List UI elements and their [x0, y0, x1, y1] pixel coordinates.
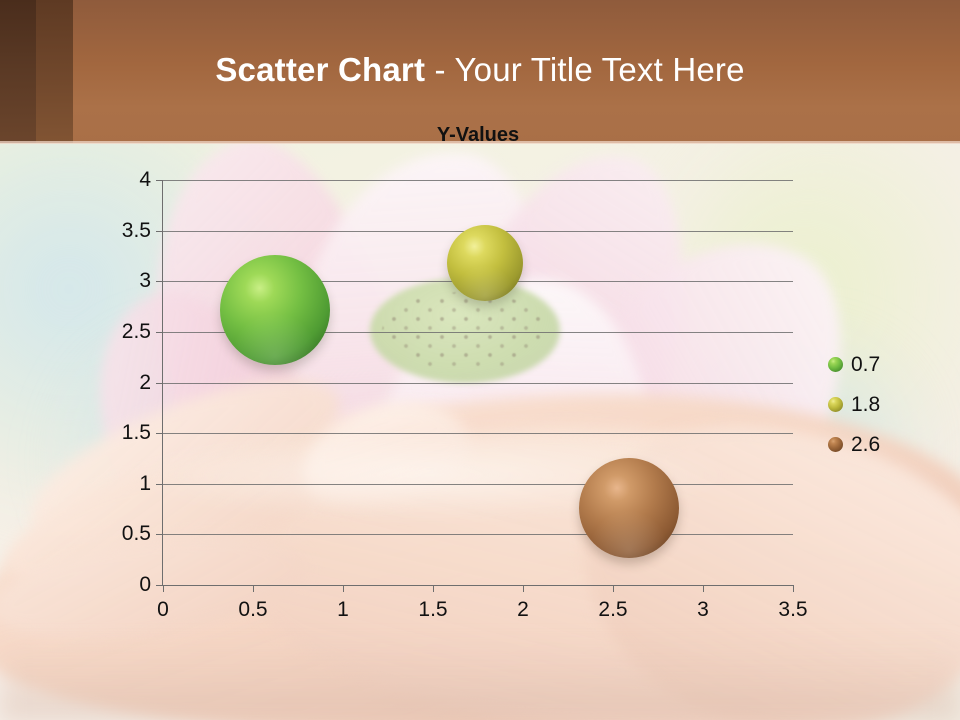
- y-axis-tick: [156, 281, 163, 283]
- x-axis-tick: [343, 585, 344, 592]
- gridline: [163, 180, 793, 181]
- slide-title-strong: Scatter Chart: [215, 51, 426, 88]
- x-axis-tick-label: 1.5: [418, 598, 448, 621]
- y-axis-tick-label: 0.5: [121, 522, 151, 546]
- y-axis-tick: [156, 534, 163, 536]
- lotus-seed-pod-dots: [382, 292, 548, 370]
- x-axis-tick: [523, 585, 524, 592]
- y-axis-tick: [156, 585, 163, 586]
- y-axis-tick-label: 3: [139, 269, 151, 293]
- slide-title-light: - Your Title Text Here: [425, 51, 745, 88]
- legend-item-label: 0.7: [851, 352, 881, 376]
- gridline: [163, 483, 793, 485]
- x-axis-tick: [703, 585, 704, 592]
- x-axis-tick: [163, 585, 164, 592]
- slide-title: Scatter Chart - Your Title Text Here: [0, 50, 960, 90]
- y-axis-tick: [156, 433, 163, 435]
- x-axis-tick-label: 0.5: [238, 598, 268, 621]
- header-underline: [0, 141, 960, 144]
- y-axis-tick-label: 2: [139, 370, 151, 394]
- y-axis-tick-label: 0: [139, 573, 151, 596]
- y-axis-tick: [156, 483, 163, 485]
- gridline: [163, 382, 793, 384]
- y-axis-tick-label: 1: [139, 471, 151, 495]
- gridline: [163, 534, 793, 536]
- header-accent-stripe-dark: [0, 0, 36, 143]
- y-axis-tick-label: 3.5: [121, 218, 151, 242]
- chart-plot-area: 0 0.5 1 1.5 2 2.5 3 3.5 4 0 0.5 1 1.5 2 2.5 3 3.5: [122, 168, 808, 621]
- legend-item-label: 2.6: [851, 432, 881, 456]
- y-axis-tick: [156, 331, 163, 333]
- x-axis-tick: [433, 585, 434, 592]
- y-axis-tick: [156, 230, 163, 232]
- x-axis-tick: [253, 585, 254, 592]
- data-point-bubble[interactable]: [219, 254, 330, 365]
- x-axis-tick-label: 3.5: [778, 598, 808, 621]
- slide-header-band: [0, 0, 960, 143]
- data-point-bubble[interactable]: [447, 225, 524, 302]
- legend-item[interactable]: 2.6: [828, 424, 948, 464]
- header-accent-stripe-mid: [36, 0, 73, 143]
- green-sphere-icon: [828, 356, 843, 372]
- gridline: [163, 433, 793, 435]
- x-axis-tick-label: 2.5: [598, 598, 628, 621]
- legend-item-label: 1.8: [851, 392, 881, 416]
- gridline: [163, 585, 793, 586]
- y-axis-tick-label: 1.5: [121, 421, 151, 445]
- x-axis-tick-label: 2: [517, 598, 529, 621]
- legend-item[interactable]: 1.8: [828, 384, 948, 424]
- x-axis-tick: [613, 585, 614, 592]
- y-axis-tick-label: 2.5: [121, 319, 151, 343]
- y-axis-tick-label: 4: [139, 168, 151, 191]
- y-axis-tick: [156, 180, 163, 181]
- brown-sphere-icon: [828, 436, 843, 452]
- x-axis-tick-label: 3: [697, 598, 709, 621]
- olive-sphere-icon: [828, 396, 843, 412]
- y-axis-tick: [156, 382, 163, 384]
- gridline: [163, 331, 793, 333]
- legend-item[interactable]: 0.7: [828, 344, 948, 384]
- x-axis-tick: [793, 585, 794, 592]
- chart-legend: 0.7 1.8 2.6: [828, 344, 948, 464]
- bottom-shadow: [0, 640, 960, 720]
- x-axis-tick-label: 1: [337, 598, 349, 621]
- x-axis-tick-label: 0: [157, 598, 169, 621]
- chart-title: Y-Values: [436, 124, 520, 146]
- data-point-bubble[interactable]: [579, 458, 680, 559]
